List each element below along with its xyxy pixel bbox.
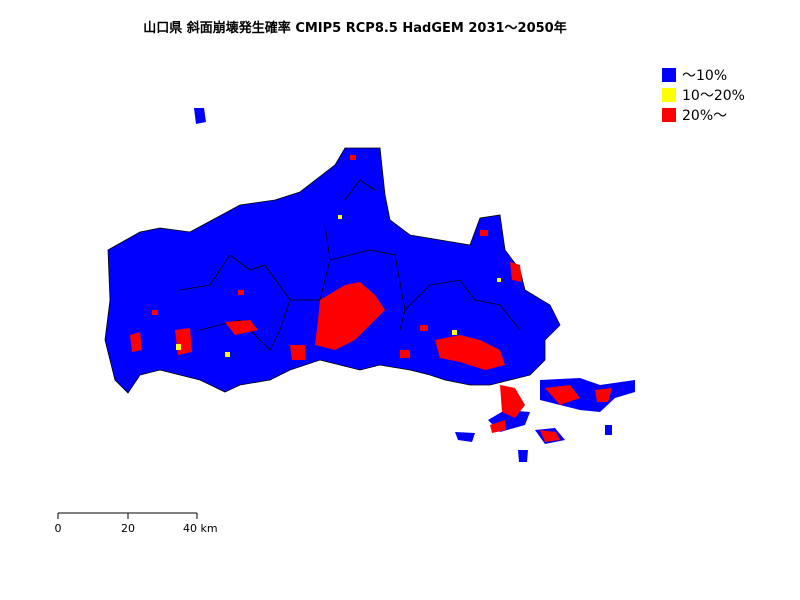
- scale-label: 20: [121, 522, 135, 535]
- scale-label: 40 km: [183, 522, 218, 535]
- map-title: 山口県 斜面崩壊発生確率 CMIP5 RCP8.5 HadGEM 2031～20…: [143, 20, 566, 36]
- legend: ～10% 10～20% 20%～: [662, 68, 745, 124]
- legend-label: ～10%: [682, 68, 727, 84]
- prefecture-area: [104, 108, 635, 462]
- scale-label: 0: [55, 522, 62, 535]
- medium-risk-patches: [176, 215, 501, 357]
- high-risk-patches: [130, 155, 612, 442]
- legend-label: 10～20%: [682, 88, 745, 104]
- legend-label: 20%～: [682, 108, 727, 124]
- scale-bar: 0 20 40 km: [55, 512, 218, 535]
- legend-swatch: [662, 68, 676, 82]
- legend-swatch: [662, 88, 676, 102]
- boundaries: [179, 179, 521, 351]
- legend-swatch: [662, 108, 676, 122]
